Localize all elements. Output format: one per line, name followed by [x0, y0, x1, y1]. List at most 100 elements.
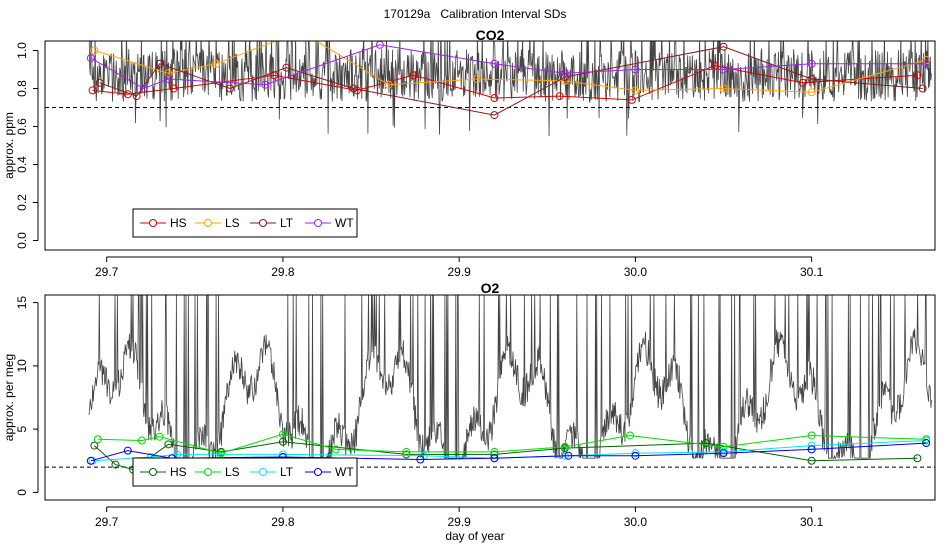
data-point: [297, 28, 304, 35]
figure-title: 170129a Calibration Interval SDs: [383, 7, 567, 21]
series-line: [97, 433, 927, 454]
y-tick-label: 0.0: [15, 232, 29, 249]
legend-swatch-marker: [259, 468, 267, 476]
data-point: [631, 65, 640, 74]
legend-swatch-marker: [149, 219, 157, 227]
y-axis-label: approx. ppm: [2, 112, 16, 179]
data-point: [261, 80, 270, 89]
series-line: [90, 44, 927, 90]
data-point: [627, 95, 636, 104]
data-point: [560, 442, 569, 451]
data-point: [211, 59, 220, 68]
data-point: [719, 65, 728, 74]
y-tick-label: 15: [15, 296, 29, 310]
y-tick-label: 5: [15, 425, 29, 432]
y-tick-label: 0.8: [15, 80, 29, 97]
data-point: [402, 450, 411, 459]
y-tick-label: 0: [15, 489, 29, 496]
legend-swatch-marker: [259, 219, 267, 227]
data-point: [719, 42, 728, 51]
series-line: [94, 41, 927, 93]
data-point: [918, 84, 927, 93]
panel-o2: O2 29.7 29.8 29.9 30.0 30.1 0 5 10 15 approx. per …: [2, 280, 936, 529]
data-point: [93, 435, 102, 444]
x-tick-label: 30.0: [624, 515, 648, 529]
x-tick-label: 30.1: [800, 265, 824, 279]
panel-title: O2: [481, 280, 500, 296]
legend-label: WT: [335, 465, 354, 479]
data-point: [490, 111, 499, 120]
data-point: [88, 86, 97, 95]
data-point: [913, 454, 922, 463]
data-point: [490, 94, 499, 102]
data-point: [226, 84, 235, 93]
x-tick-label: 29.9: [447, 515, 471, 529]
background-trace: [88, 41, 932, 137]
data-point: [555, 92, 564, 101]
legend-label: LS: [225, 216, 240, 230]
data-point: [132, 92, 141, 101]
data-point: [164, 69, 173, 78]
data-point: [95, 78, 104, 87]
x-tick-label: 29.7: [95, 265, 119, 279]
data-point: [913, 71, 922, 80]
legend-swatch-marker: [204, 219, 212, 227]
series-line: [90, 442, 927, 462]
x-tick-label: 30.1: [800, 515, 824, 529]
data-point: [490, 454, 499, 463]
panel-title: CO2: [476, 27, 505, 43]
data-point: [164, 75, 173, 83]
data-point: [155, 432, 164, 441]
data-point: [282, 63, 291, 72]
data-point: [137, 436, 146, 445]
data-point: [922, 59, 931, 68]
x-tick-label: 30.0: [624, 265, 648, 279]
legend-label: WT: [335, 216, 354, 230]
data-point: [384, 80, 393, 89]
data-point: [217, 449, 226, 458]
data-point: [719, 449, 728, 458]
data-point: [719, 442, 728, 451]
data-point: [86, 54, 95, 63]
data-point: [490, 59, 499, 68]
x-tick-label: 29.9: [447, 265, 471, 279]
y-tick-label: 1.0: [15, 42, 29, 59]
series-ls: [90, 28, 931, 97]
legend: HS LS LT WT: [132, 208, 358, 238]
legend-label: LS: [225, 465, 240, 479]
data-point: [164, 440, 173, 449]
legend-label: LT: [280, 216, 294, 230]
y-axis-label: approx. per meg: [2, 354, 16, 441]
data-point: [807, 75, 816, 83]
data-point: [90, 441, 99, 450]
data-point: [631, 449, 640, 458]
legend: HS LS LT WT: [132, 457, 358, 487]
data-point: [626, 431, 635, 440]
data-point: [807, 88, 816, 97]
data-point: [719, 84, 728, 93]
data-point: [807, 431, 816, 440]
series-hs: [88, 61, 922, 104]
legend-swatch-marker: [149, 468, 157, 476]
data-point: [807, 59, 816, 68]
panel-co2: CO2 29.7 29.8 29.9 30.0 30.1 0.0 0.2 0.4 0.6 0.8 1.…: [2, 27, 936, 279]
x-tick-label: 29.8: [271, 515, 295, 529]
y-tick-label: 0.6: [15, 118, 29, 135]
data-point: [564, 451, 573, 460]
data-point: [86, 456, 95, 465]
y-tick-label: 0.2: [15, 194, 29, 211]
data-point: [111, 460, 120, 469]
data-point: [701, 439, 710, 448]
x-tick-label: 29.8: [271, 265, 295, 279]
data-point: [416, 455, 425, 464]
legend-swatch-marker: [204, 468, 212, 476]
legend-label: LT: [280, 465, 294, 479]
data-point: [331, 445, 340, 454]
data-point: [409, 71, 418, 80]
y-tick-label: 0.4: [15, 156, 29, 173]
plot-frame: [44, 294, 936, 501]
legend-label: HS: [170, 216, 187, 230]
x-tick-label: 29.7: [95, 515, 119, 529]
data-point: [349, 84, 358, 93]
